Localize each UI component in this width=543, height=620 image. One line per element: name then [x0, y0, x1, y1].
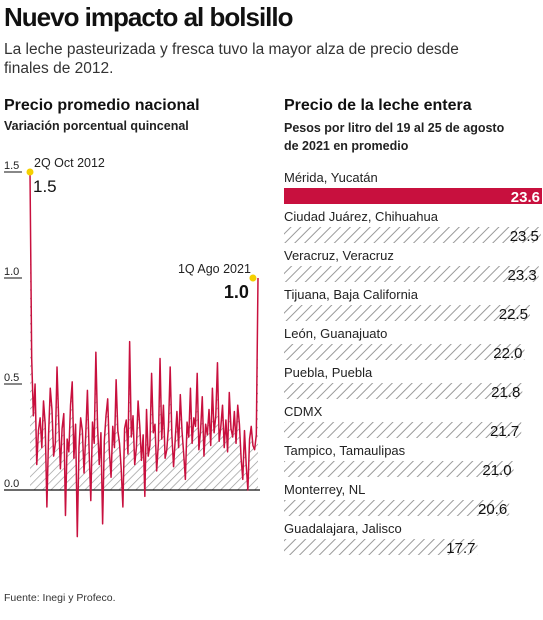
bar [284, 500, 510, 516]
y-tick-label: 0.0 [4, 478, 19, 490]
annotation-date-label: 1Q Ago 2021 [178, 262, 251, 276]
bar-value-label: 23.3 [508, 267, 537, 284]
bar-value-label: 22.0 [493, 345, 522, 362]
bar [284, 383, 523, 399]
bar-category-label: Tampico, Tamaulipas [284, 443, 406, 458]
bar-value-label: 23.5 [510, 228, 539, 245]
y-tick-label: 1.5 [4, 160, 19, 172]
bar [284, 266, 539, 282]
annotation-value-label: 1.0 [224, 282, 249, 302]
bar-category-label: Ciudad Juárez, Chihuahua [284, 209, 439, 224]
bar-chart-subheading: Pesos por litro del 19 al 25 de agosto d… [284, 121, 505, 153]
source-note: Fuente: Inegi y Profeco. [4, 592, 116, 604]
bar-category-label: Tijuana, Baja California [284, 287, 419, 302]
bar-category-label: Veracruz, Veracruz [284, 248, 394, 263]
page-title: Nuevo impacto al bolsillo [4, 2, 293, 32]
y-tick-label: 1.0 [4, 266, 19, 278]
bar-chart: Mérida, Yucatán 23.6 Ciudad Juárez, Chihua… [284, 170, 542, 557]
line-chart-subheading: Variación porcentual quincenal [4, 119, 189, 133]
annotation-value-label: 1.5 [33, 177, 57, 196]
bar-value-label: 23.6 [511, 189, 540, 206]
bar-value-label: 21.7 [490, 423, 519, 440]
bar [284, 188, 542, 204]
bar-value-label: 17.7 [446, 540, 475, 557]
line-chart: 1.5 1.0 0.5 0.0 2Q Oct 2012 1.5 1Q Ago 2021 1.0 [4, 156, 260, 538]
bar [284, 227, 541, 243]
annotation-marker [249, 274, 257, 282]
bar-value-label: 21.0 [482, 462, 511, 479]
bar-category-label: Puebla, Puebla [284, 365, 373, 380]
bar [284, 305, 530, 321]
bar [284, 344, 525, 360]
bar-chart-heading: Precio de la leche entera [284, 97, 472, 114]
bar [284, 461, 514, 477]
bar-category-label: Guadalajara, Jalisco [284, 521, 402, 536]
bar [284, 539, 478, 555]
bar-category-label: Monterrey, NL [284, 482, 365, 497]
page-subtitle: La leche pasteurizada y fresca tuvo la m… [4, 41, 459, 77]
bar-category-label: León, Guanajuato [284, 326, 387, 341]
bar [284, 422, 522, 438]
annotation-marker [26, 168, 34, 176]
bar-category-label: CDMX [284, 404, 323, 419]
bar-value-label: 20.6 [478, 501, 507, 518]
annotation-date-label: 2Q Oct 2012 [34, 156, 105, 170]
bar-value-label: 21.8 [491, 384, 520, 401]
line-chart-heading: Precio promedio nacional [4, 97, 200, 114]
y-tick-label: 0.5 [4, 372, 19, 384]
bar-category-label: Mérida, Yucatán [284, 170, 378, 185]
series-line [29, 171, 259, 538]
bar-value-label: 22.5 [499, 306, 528, 323]
